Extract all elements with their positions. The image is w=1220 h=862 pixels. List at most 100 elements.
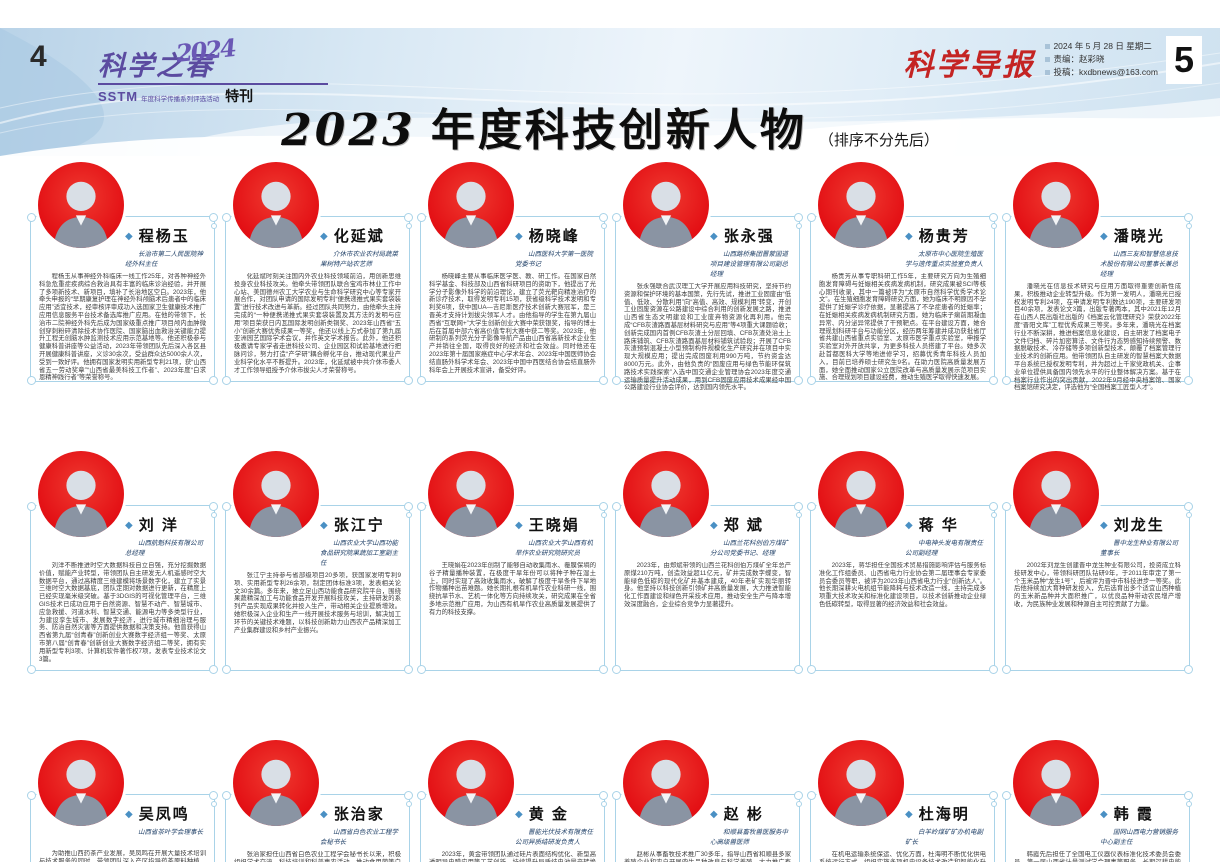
person-photo <box>233 451 319 537</box>
person-card: ◆ 赵 彬 和顺县畜牧兽医服务中心高级兽医师 赵彬从事畜牧技术推广30多年，指导山… <box>612 740 803 862</box>
person-photo <box>623 162 709 248</box>
person-photo <box>623 451 709 537</box>
card-head: ◆ 张治家 山西省白色农业工程学会秘书长 <box>320 795 409 848</box>
card-head: ◆ 化延斌 介休市农业农村局蔬菜果树特产站农艺师 <box>320 217 409 270</box>
corner-ornament-icon <box>406 801 412 807</box>
card-head: ◆ 张江宁 山西农业大学山西功能食品研究院果蔬加工室副主任 <box>320 506 409 569</box>
submission-line: 投稿：kxdbnews@163.com <box>1045 66 1158 79</box>
person-card: ◆ 黄 金 晋能光伏技术有限责任公司异质结研发负责人 2023年，黄金带领团队通过… <box>417 740 608 862</box>
editor-line: 责编：赵彩晓 <box>1045 53 1158 66</box>
person-name: 程杨玉 <box>138 228 190 245</box>
corner-ornament-icon <box>1002 213 1011 222</box>
card-frame: ◆ 化延斌 介休市农业农村局蔬菜果树特产站农艺师 化延斌时刻关注国内外农业科技领域… <box>222 213 413 385</box>
diamond-bullet-icon: ◆ <box>125 231 133 242</box>
card-head: ◆ 刘 洋 山西航魁科技有限公司总经理 <box>125 506 214 559</box>
header-meta: 2024 年 5 月 28 日 星期二 责编：赵彩晓 投稿：kxdbnews@1… <box>1045 40 1158 79</box>
logo-subline: SSTM 年度科学传播系列评选活动 特刊 <box>98 83 328 106</box>
person-bio: 2023年，蒋华担任全国技术贸易措施影响评估与服务标准化工作组委员、山西省电力行… <box>819 562 986 608</box>
masthead: 科学导报 <box>903 48 1036 83</box>
person-bio: 2023年，由郑斌带领的山西兰花科创伯方煤矿全年总产原煤210万吨，创造效益超1… <box>624 562 791 608</box>
corner-ornament-icon <box>991 223 997 229</box>
card-head: ◆ 吴凤鸣 山西省茶叶学会理事长 <box>125 795 214 847</box>
person-photo <box>233 740 319 826</box>
logo-year: 2024 <box>174 33 237 68</box>
person-silhouette-icon <box>248 181 304 248</box>
person-silhouette-icon <box>1028 470 1084 537</box>
corner-ornament-icon <box>989 665 998 674</box>
corner-ornament-icon <box>989 791 998 800</box>
person-name: 化延斌 <box>333 228 385 245</box>
person-bio: 在机电运输系统保运、优化方面，杜海明不断优化供电系统运行方式，组织实施多项机电设… <box>819 851 986 862</box>
corner-ornament-icon <box>989 376 998 385</box>
corner-ornament-icon <box>1002 376 1011 385</box>
person-silhouette-icon <box>443 759 499 826</box>
corner-ornament-icon <box>1184 213 1193 222</box>
person-title: 山西兰花科创伯方煤矿分公司党委书记、经理 <box>710 540 788 557</box>
name-row: ◆ 王晓娟 <box>515 514 604 535</box>
corner-ornament-icon <box>612 213 621 222</box>
corner-ornament-icon <box>209 791 218 800</box>
person-photo <box>38 740 124 826</box>
name-row: ◆ 杜海明 <box>905 803 994 824</box>
person-name: 潘晓光 <box>1113 228 1165 245</box>
card-head: ◆ 黄 金 晋能光伏技术有限责任公司异质结研发负责人 <box>515 795 604 848</box>
corner-ornament-icon <box>417 502 426 511</box>
person-card: ◆ 化延斌 介休市农业农村局蔬菜果树特产站农艺师 化延斌时刻关注国内外农业科技领域… <box>222 162 413 438</box>
corner-ornament-icon <box>404 665 413 674</box>
card-frame: ◆ 刘龙生 晋中龙生种业有限公司董事长 2002年刘龙生创建晋中龙生种业有限公司，… <box>1002 502 1193 674</box>
person-name: 刘龙生 <box>1113 517 1165 534</box>
corner-ornament-icon <box>222 791 231 800</box>
corner-ornament-icon <box>599 376 608 385</box>
diamond-bullet-icon: ◆ <box>710 809 718 820</box>
person-silhouette-icon <box>53 470 109 537</box>
card-head: ◆ 杜海明 白羊岭煤矿矿办机电副矿长 <box>905 795 994 848</box>
corner-ornament-icon <box>807 665 816 674</box>
corner-ornament-icon <box>1186 801 1192 807</box>
person-bio: 为助推山西药茶产业发展，吴凤鸣在开展大量技术培训与技术服务的同时，带领团队深入产… <box>39 850 206 862</box>
person-photo <box>428 740 514 826</box>
person-card: ◆ 杜海明 白羊岭煤矿矿办机电副矿长 在机电运输系统保运、优化方面，杜海明不断优化… <box>807 740 998 862</box>
card-head: ◆ 杨贵芳 太原市中心医院生殖医学与遗传重点实验室负责人 <box>905 217 994 270</box>
card-frame: ◆ 郑 斌 山西兰花科创伯方煤矿分公司党委书记、经理 2023年，由郑斌带领的山西… <box>612 502 803 674</box>
person-silhouette-icon <box>443 470 499 537</box>
person-photo <box>1013 162 1099 248</box>
person-title: 山西医科大学第一医院党委书记 <box>515 251 593 268</box>
left-page-number: 4 <box>30 40 47 73</box>
corner-ornament-icon <box>599 213 608 222</box>
card-head: ◆ 程杨玉 长治市第二人民医院神经外科主任 <box>125 217 214 270</box>
person-title: 太原市中心医院生殖医学与遗传重点实验室负责人 <box>905 251 983 268</box>
person-name: 黄 金 <box>528 806 569 823</box>
name-row: ◆ 张江宁 <box>320 514 409 535</box>
person-bio: 2023年，黄金带领团队通过硅片表面结构优化、新型高透明导电膜应用等工艺创新，持… <box>429 851 596 862</box>
card-head: ◆ 郑 斌 山西兰花科创伯方煤矿分公司党委书记、经理 <box>710 506 799 559</box>
title-note: （排序不分先后） <box>818 131 939 149</box>
event-logo: 2024 科学之春 SSTM 年度科学传播系列评选活动 特刊 <box>98 33 328 106</box>
person-silhouette-icon <box>248 759 304 826</box>
diamond-bullet-icon: ◆ <box>905 520 913 531</box>
person-photo <box>623 740 709 826</box>
corner-ornament-icon <box>222 213 231 222</box>
corner-ornament-icon <box>807 376 816 385</box>
card-frame: ◆ 韩 霞 国网山西电力营销服务中心副主任 韩霞先后担任了全国电工仪器仪表标准化技… <box>1002 791 1193 862</box>
person-name: 吴凤鸣 <box>138 806 190 823</box>
person-name: 韩 霞 <box>1113 806 1154 823</box>
person-photo <box>818 451 904 537</box>
corner-ornament-icon <box>1184 791 1193 800</box>
logo-brand: 科学之春 <box>98 51 214 82</box>
card-frame: ◆ 杨晓峰 山西医科大学第一医院党委书记 杨晓峰主要从事临床医学医、教、研工作。在… <box>417 213 608 385</box>
person-name: 张永强 <box>723 228 775 245</box>
person-name: 杨贵芳 <box>918 228 970 245</box>
corner-ornament-icon <box>1184 376 1193 385</box>
person-title: 山西航魁科技有限公司总经理 <box>125 540 203 557</box>
corner-ornament-icon <box>796 223 802 229</box>
diamond-bullet-icon: ◆ <box>905 231 913 242</box>
name-row: ◆ 杨贵芳 <box>905 225 994 246</box>
person-name: 张治家 <box>333 806 385 823</box>
corner-ornament-icon <box>211 512 217 518</box>
person-silhouette-icon <box>443 181 499 248</box>
card-frame: ◆ 张江宁 山西农业大学山西功能食品研究院果蔬加工室副主任 张江宁主持参与省部级项… <box>222 502 413 674</box>
main-title: 2023 年度科技创新人物 <box>281 105 807 156</box>
name-row: ◆ 张治家 <box>320 803 409 824</box>
corner-ornament-icon <box>209 665 218 674</box>
